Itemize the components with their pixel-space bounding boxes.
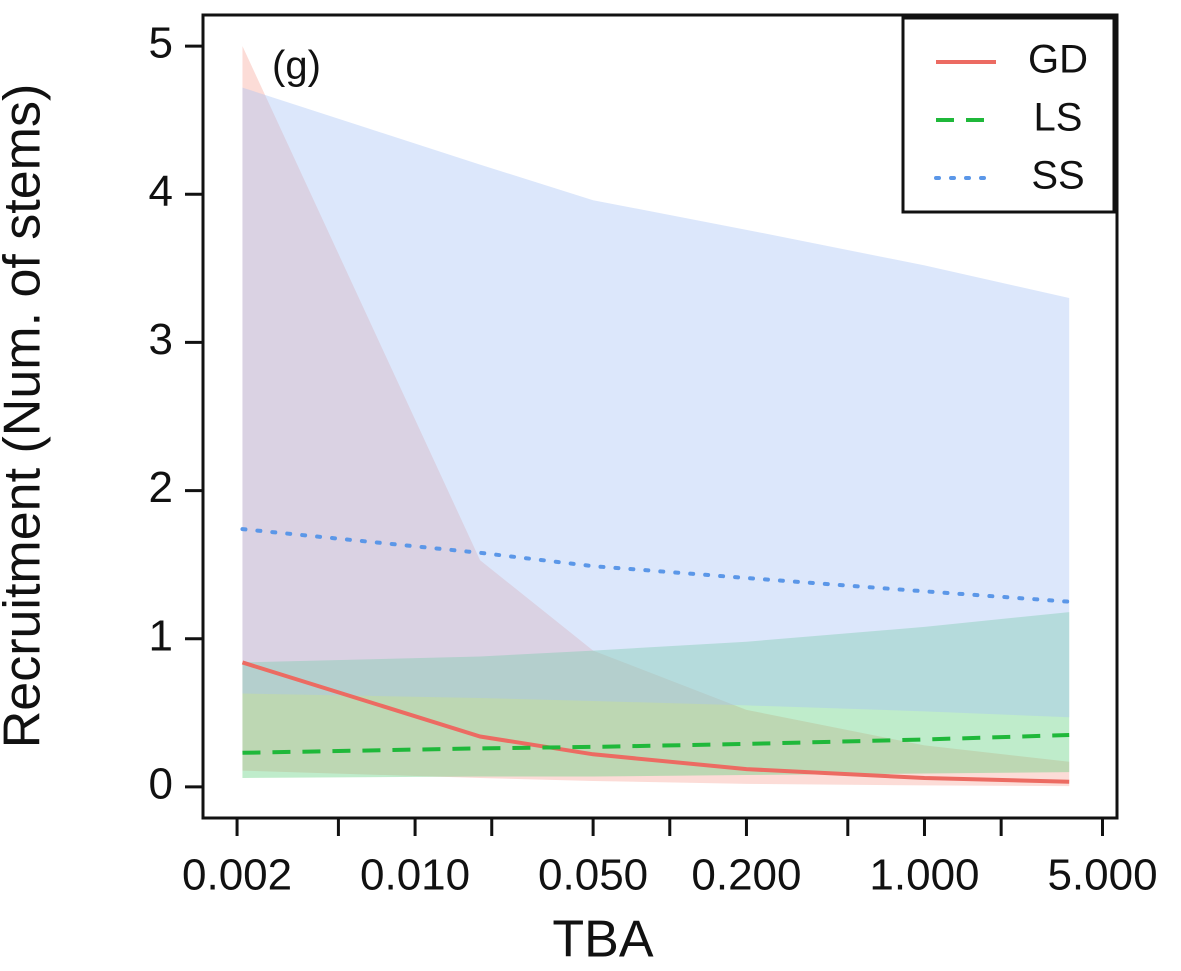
confidence-band xyxy=(242,87,1070,718)
x-tick-label: 0.010 xyxy=(360,851,470,900)
series-line xyxy=(242,733,1070,755)
y-axis-title: Recruitment (Num. of stems) xyxy=(0,84,52,749)
series-line xyxy=(241,660,1070,784)
legend-label: SS xyxy=(1031,154,1084,198)
y-tick-label: 3 xyxy=(149,315,173,364)
y-tick-label: 1 xyxy=(149,611,173,660)
x-tick-label: 0.002 xyxy=(182,851,292,900)
x-tick-label: 0.200 xyxy=(691,851,801,900)
bands xyxy=(242,46,1070,787)
confidence-band xyxy=(242,612,1070,778)
series-line xyxy=(240,527,1072,604)
y-tick-label: 2 xyxy=(149,463,173,512)
x-tick-label: 1.000 xyxy=(869,851,979,900)
legend-label: LS xyxy=(1034,96,1083,140)
x-tick-label: 0.050 xyxy=(538,851,648,900)
legend-label: GD xyxy=(1028,38,1088,82)
confidence-band xyxy=(242,46,1070,787)
panel-annotation: (g) xyxy=(272,44,321,88)
lines xyxy=(240,527,1072,784)
x-tick-label: 5.000 xyxy=(1047,851,1157,900)
y-tick-label: 0 xyxy=(149,760,173,809)
x-axis-title: TBA xyxy=(552,911,653,969)
plot-frame xyxy=(201,13,1119,820)
y-tick-label: 4 xyxy=(149,167,173,216)
y-tick-label: 5 xyxy=(149,19,173,68)
